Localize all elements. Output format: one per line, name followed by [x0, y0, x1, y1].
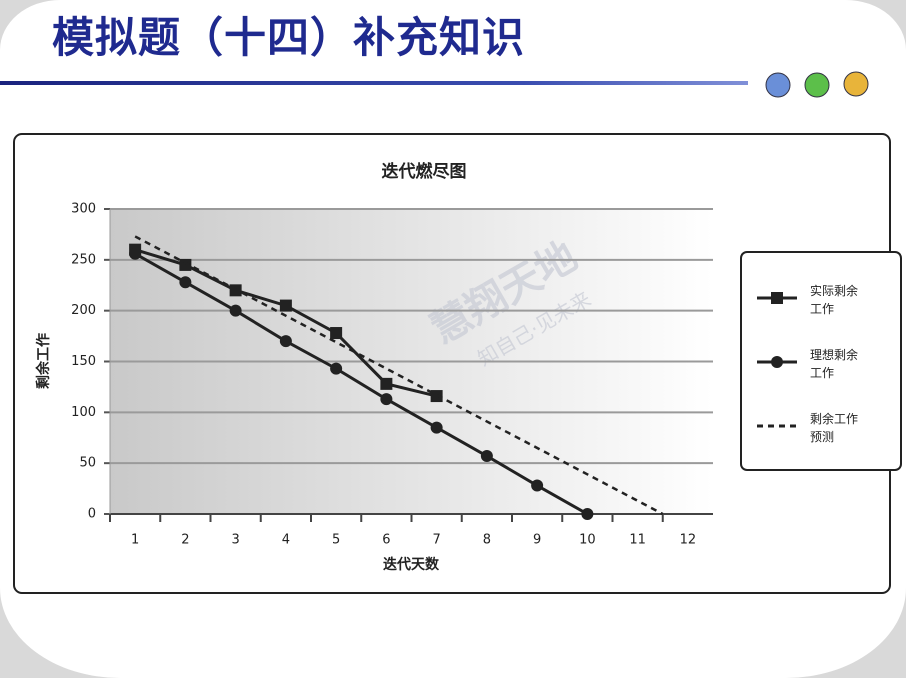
circle-marker: [330, 362, 343, 375]
y-tick-label: 50: [79, 456, 96, 471]
circle-marker: [179, 276, 192, 289]
circle-marker: [129, 247, 142, 260]
square-marker: [330, 327, 343, 340]
y-tick-label: 250: [71, 252, 96, 267]
decor-balls: [765, 71, 869, 98]
circle-marker: [531, 479, 544, 492]
x-tick-label: 6: [382, 533, 390, 548]
legend-label: 剩余工作预测: [810, 412, 859, 444]
series-line: [134, 235, 664, 516]
x-tick-label: 1: [131, 533, 139, 548]
circle-marker: [430, 421, 443, 434]
legend-label: 实际剩余工作: [810, 284, 859, 316]
x-tick-label: 5: [332, 533, 340, 548]
x-tick-label: 10: [579, 533, 596, 548]
y-tick-label: 100: [71, 405, 96, 420]
x-tick-label: 4: [282, 533, 290, 548]
x-axis-label: 迭代天数: [383, 556, 440, 573]
x-tick-label: 8: [483, 533, 491, 548]
x-tick-label: 2: [181, 533, 189, 548]
circle-marker: [229, 304, 242, 317]
y-tick-label: 300: [71, 202, 96, 217]
square-marker: [179, 258, 192, 271]
slide-title: 模拟题（十四）补充知识: [52, 13, 526, 62]
circle-marker: [380, 393, 393, 406]
circle-marker: [480, 450, 493, 463]
chart-title: 迭代燃尽图: [382, 161, 467, 182]
x-tick-label: 9: [533, 533, 541, 548]
x-tick-label: 7: [432, 533, 440, 548]
x-tick-label: 3: [231, 533, 239, 548]
legend-marker: [771, 356, 783, 368]
square-marker: [380, 377, 393, 390]
x-tick-label: 12: [680, 533, 697, 548]
y-tick-label: 150: [71, 354, 96, 369]
legend-marker: [771, 292, 783, 304]
circle-marker: [279, 335, 292, 348]
y-tick-label: 0: [88, 507, 96, 522]
x-tick-label: 11: [629, 533, 646, 548]
legend-label: 理想剩余工作: [810, 348, 859, 380]
title-rule: [0, 81, 748, 85]
y-tick-label: 200: [71, 303, 96, 318]
square-marker: [279, 299, 292, 312]
y-axis-label: 剩余工作: [35, 333, 52, 389]
series-line: [134, 252, 589, 516]
circle-marker: [581, 508, 594, 520]
legend-box: [740, 251, 902, 471]
